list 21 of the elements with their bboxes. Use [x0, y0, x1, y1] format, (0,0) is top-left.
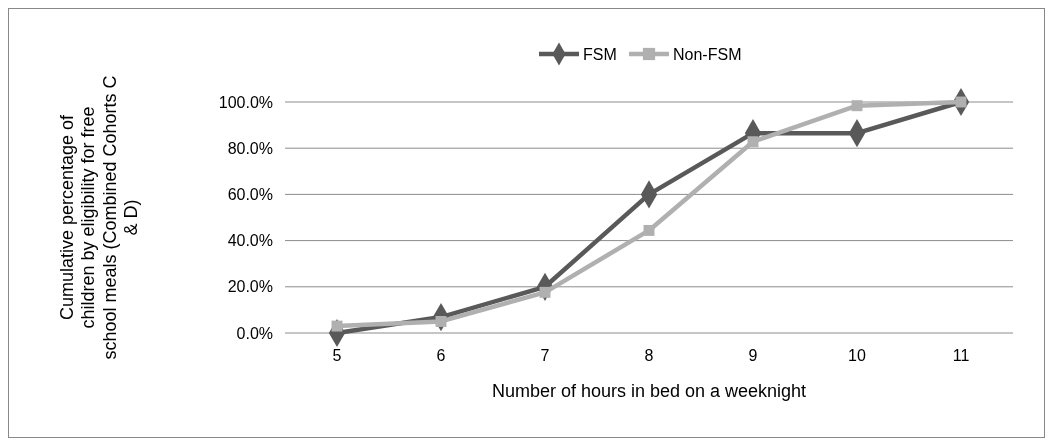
x-tick-label: 6 — [436, 347, 446, 364]
point — [643, 224, 655, 236]
y-tick-label: 20.0% — [227, 278, 273, 296]
point — [851, 100, 863, 112]
y-axis-title: Cumulative percentage of children by eligibility for free school meals (Combined Cohorts C & D) — [56, 75, 142, 360]
x-axis-title: Number of hours in bed on a weeknight — [491, 381, 807, 401]
x-tick-label: 9 — [748, 347, 758, 364]
y-tick-label: 100.0% — [218, 93, 273, 111]
x-tick-label: 11 — [952, 347, 970, 364]
y-tick-label: 0.0% — [236, 324, 273, 342]
point — [747, 136, 759, 148]
x-tick-label: 10 — [848, 347, 866, 364]
y-tick-label: 40.0% — [227, 232, 273, 250]
y-tick-label: 80.0% — [227, 139, 273, 157]
x-tick-label: 8 — [644, 347, 654, 364]
x-tick-label: 5 — [332, 347, 342, 364]
x-tick-label: 7 — [540, 347, 550, 364]
y-tick-label: 60.0% — [227, 186, 273, 203]
legend-label: FSM — [583, 45, 617, 63]
point — [331, 320, 343, 332]
legend-label: Non-FSM — [673, 45, 742, 63]
